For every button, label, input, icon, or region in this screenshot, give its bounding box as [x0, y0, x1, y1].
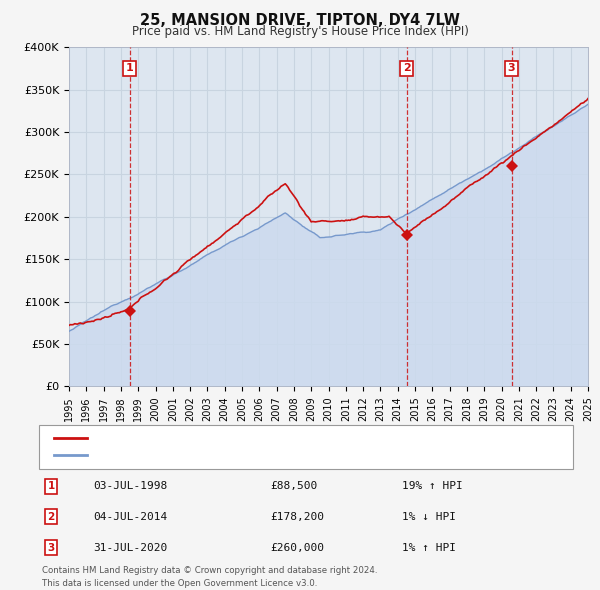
Text: 2: 2 [47, 512, 55, 522]
Text: £178,200: £178,200 [270, 512, 324, 522]
Text: 25, MANSION DRIVE, TIPTON, DY4 7LW: 25, MANSION DRIVE, TIPTON, DY4 7LW [140, 13, 460, 28]
Text: £260,000: £260,000 [270, 543, 324, 552]
Text: 19% ↑ HPI: 19% ↑ HPI [402, 481, 463, 491]
Text: 1% ↓ HPI: 1% ↓ HPI [402, 512, 456, 522]
Text: HPI: Average price, detached house, Sandwell: HPI: Average price, detached house, Sand… [93, 450, 344, 460]
Text: 04-JUL-2014: 04-JUL-2014 [93, 512, 167, 522]
Text: This data is licensed under the Open Government Licence v3.0.: This data is licensed under the Open Gov… [42, 579, 317, 588]
Text: 25, MANSION DRIVE, TIPTON, DY4 7LW (detached house): 25, MANSION DRIVE, TIPTON, DY4 7LW (deta… [93, 434, 404, 444]
Text: 03-JUL-1998: 03-JUL-1998 [93, 481, 167, 491]
Text: 1: 1 [126, 63, 134, 73]
Text: 2: 2 [403, 63, 410, 73]
Text: 3: 3 [508, 63, 515, 73]
Text: Contains HM Land Registry data © Crown copyright and database right 2024.: Contains HM Land Registry data © Crown c… [42, 566, 377, 575]
Text: £88,500: £88,500 [270, 481, 317, 491]
Text: 1% ↑ HPI: 1% ↑ HPI [402, 543, 456, 552]
Text: 3: 3 [47, 543, 55, 552]
Text: Price paid vs. HM Land Registry's House Price Index (HPI): Price paid vs. HM Land Registry's House … [131, 25, 469, 38]
Text: 31-JUL-2020: 31-JUL-2020 [93, 543, 167, 552]
Text: 1: 1 [47, 481, 55, 491]
